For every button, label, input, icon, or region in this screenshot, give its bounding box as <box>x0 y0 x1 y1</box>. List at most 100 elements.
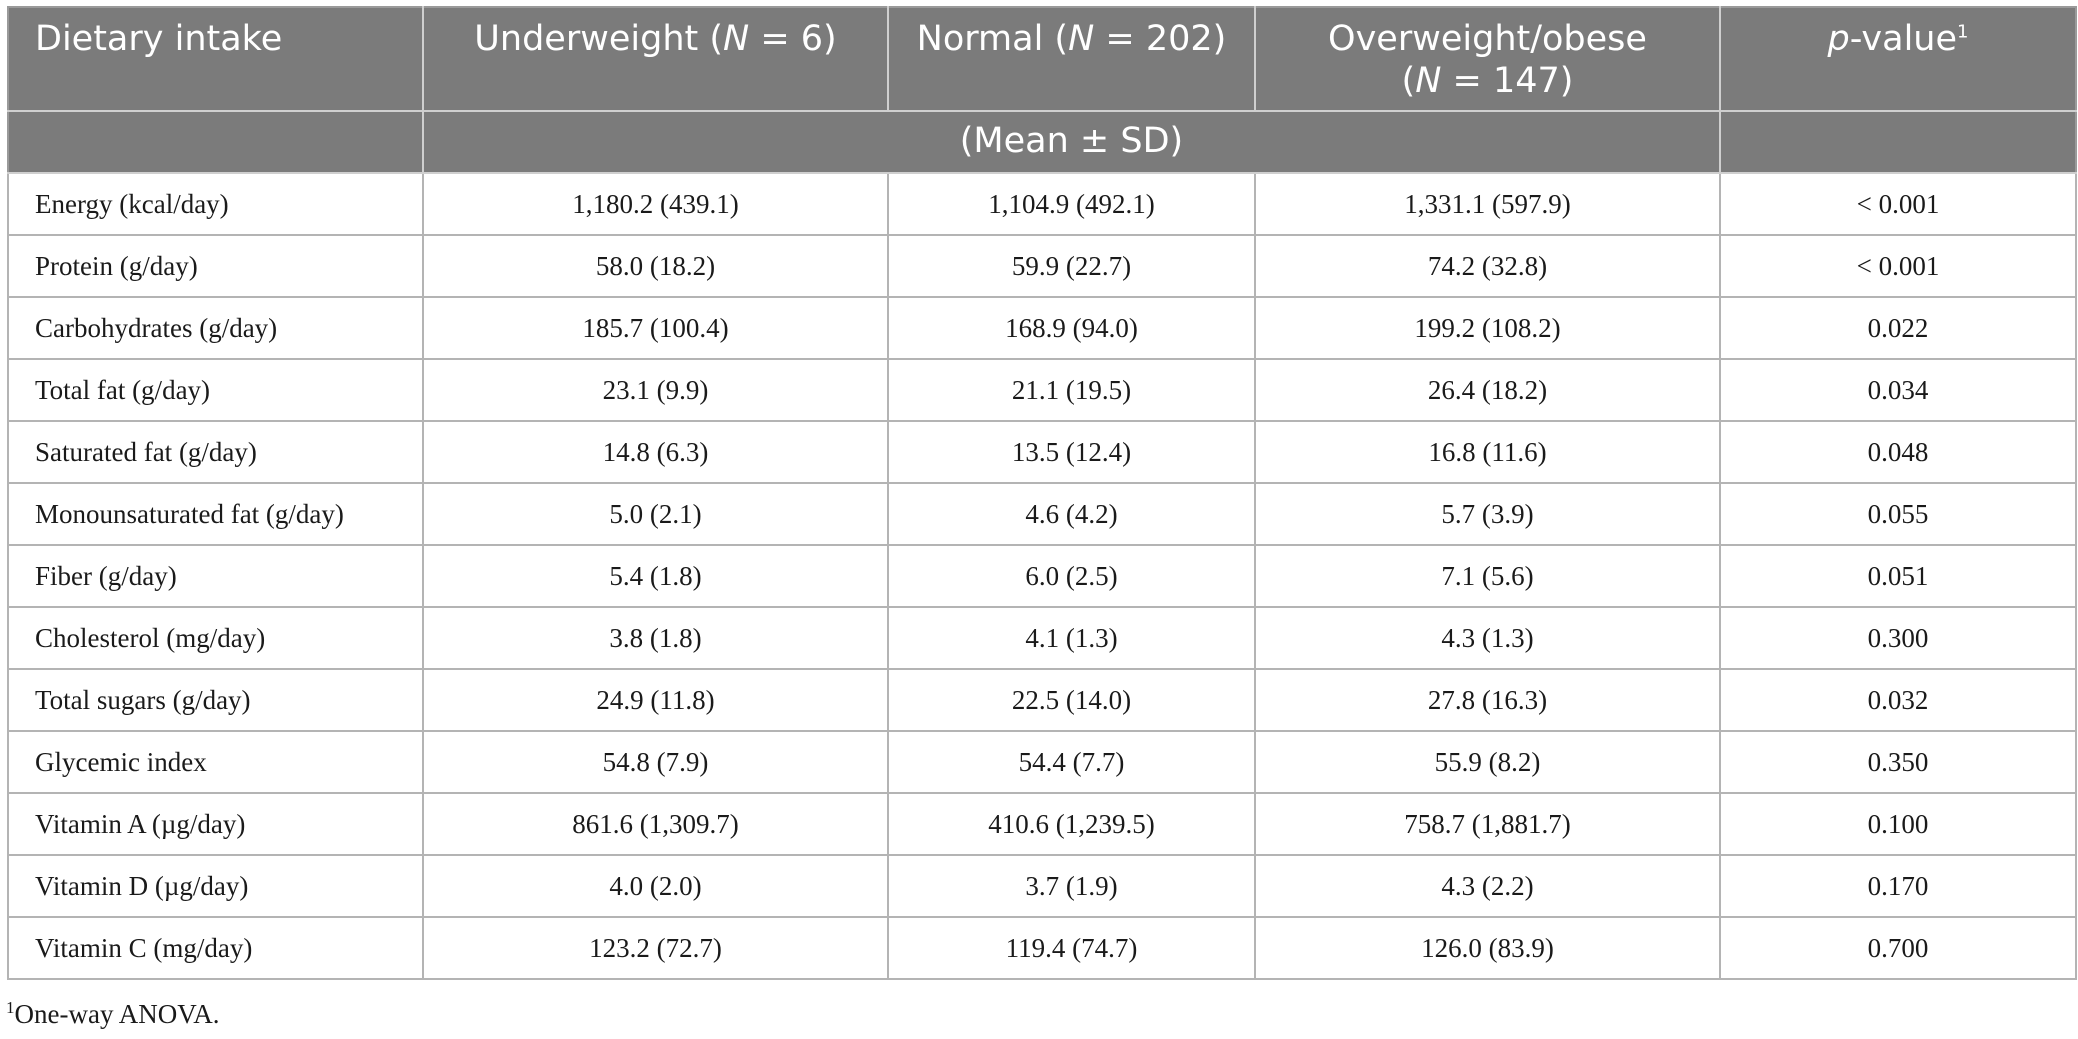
cell-p-value: < 0.001 <box>1719 234 2077 298</box>
cell-normal: 119.4 (74.7) <box>887 916 1256 980</box>
cell-normal: 4.6 (4.2) <box>887 482 1256 546</box>
cell-overweight: 74.2 (32.8) <box>1254 234 1721 298</box>
header-footnote-mark: 1 <box>1957 21 1969 43</box>
cell-p-value: 0.051 <box>1719 544 2077 608</box>
cell-underweight: 5.4 (1.8) <box>422 544 889 608</box>
cell-normal: 4.1 (1.3) <box>887 606 1256 670</box>
table-row: Protein (g/day) 58.0 (18.2) 59.9 (22.7) 74.… <box>7 234 2077 298</box>
cell-underweight: 58.0 (18.2) <box>422 234 889 298</box>
header-normal-n: N <box>1068 19 1095 59</box>
cell-overweight: 7.1 (5.6) <box>1254 544 1721 608</box>
header-p-value: p-value1 <box>1719 6 2077 112</box>
cell-underweight: 1,180.2 (439.1) <box>422 172 889 236</box>
cell-overweight: 4.3 (1.3) <box>1254 606 1721 670</box>
cell-normal: 1,104.9 (492.1) <box>887 172 1256 236</box>
subheader-empty-right <box>1719 110 2077 174</box>
subheader-empty-left <box>7 110 424 174</box>
cell-dietary-intake: Total sugars (g/day) <box>7 668 424 732</box>
cell-p-value: 0.022 <box>1719 296 2077 360</box>
header-normal-count: = 202) <box>1094 19 1227 59</box>
cell-overweight: 126.0 (83.9) <box>1254 916 1721 980</box>
cell-dietary-intake: Glycemic index <box>7 730 424 794</box>
dietary-intake-table: Dietary intake Underweight (N = 6) Norma… <box>7 6 2077 980</box>
header-underweight-n: N <box>723 19 750 59</box>
cell-p-value: 0.170 <box>1719 854 2077 918</box>
cell-normal: 54.4 (7.7) <box>887 730 1256 794</box>
table-row: Vitamin A (µg/day) 861.6 (1,309.7) 410.6 (… <box>7 792 2077 856</box>
header-overweight: Overweight/obese (N = 147) <box>1254 6 1721 112</box>
table-row: Cholesterol (mg/day) 3.8 (1.8) 4.1 (1.3) 4.… <box>7 606 2077 670</box>
cell-underweight: 5.0 (2.1) <box>422 482 889 546</box>
subheader-mean-sd: (Mean ± SD) <box>422 110 1721 174</box>
cell-dietary-intake: Monounsaturated fat (g/day) <box>7 482 424 546</box>
cell-p-value: 0.048 <box>1719 420 2077 484</box>
table-row: Total fat (g/day) 23.1 (9.9) 21.1 (19.5) 26… <box>7 358 2077 422</box>
cell-p-value: 0.700 <box>1719 916 2077 980</box>
header-underweight-count: = 6) <box>749 19 837 59</box>
cell-p-value: 0.055 <box>1719 482 2077 546</box>
header-underweight: Underweight (N = 6) <box>422 6 889 112</box>
cell-overweight: 1,331.1 (597.9) <box>1254 172 1721 236</box>
cell-normal: 3.7 (1.9) <box>887 854 1256 918</box>
cell-underweight: 185.7 (100.4) <box>422 296 889 360</box>
header-p-rest: -value <box>1849 19 1958 59</box>
table-row: Fiber (g/day) 5.4 (1.8) 6.0 (2.5) 7.1 (5.6)… <box>7 544 2077 608</box>
cell-underweight: 24.9 (11.8) <box>422 668 889 732</box>
cell-underweight: 14.8 (6.3) <box>422 420 889 484</box>
cell-overweight: 26.4 (18.2) <box>1254 358 1721 422</box>
cell-normal: 59.9 (22.7) <box>887 234 1256 298</box>
cell-normal: 13.5 (12.4) <box>887 420 1256 484</box>
cell-normal: 410.6 (1,239.5) <box>887 792 1256 856</box>
cell-underweight: 4.0 (2.0) <box>422 854 889 918</box>
header-dietary-intake-text: Dietary intake <box>35 19 283 59</box>
cell-overweight: 199.2 (108.2) <box>1254 296 1721 360</box>
footnote-text: One-way ANOVA. <box>14 999 220 1029</box>
cell-overweight: 758.7 (1,881.7) <box>1254 792 1721 856</box>
cell-normal: 22.5 (14.0) <box>887 668 1256 732</box>
cell-p-value: 0.300 <box>1719 606 2077 670</box>
footnote-mark: 1 <box>6 998 15 1017</box>
cell-p-value: 0.350 <box>1719 730 2077 794</box>
cell-dietary-intake: Cholesterol (mg/day) <box>7 606 424 670</box>
header-row: Dietary intake Underweight (N = 6) Norma… <box>7 6 2077 112</box>
cell-dietary-intake: Vitamin C (mg/day) <box>7 916 424 980</box>
cell-overweight: 5.7 (3.9) <box>1254 482 1721 546</box>
cell-dietary-intake: Carbohydrates (g/day) <box>7 296 424 360</box>
header-p-letter: p <box>1827 19 1850 59</box>
subheader-row: (Mean ± SD) <box>7 110 2077 174</box>
cell-underweight: 23.1 (9.9) <box>422 358 889 422</box>
table-container: Dietary intake Underweight (N = 6) Norma… <box>7 6 2077 980</box>
cell-p-value: < 0.001 <box>1719 172 2077 236</box>
header-normal: Normal (N = 202) <box>887 6 1256 112</box>
cell-dietary-intake: Energy (kcal/day) <box>7 172 424 236</box>
table-row: Saturated fat (g/day) 14.8 (6.3) 13.5 (12.… <box>7 420 2077 484</box>
table-row: Vitamin C (mg/day) 123.2 (72.7) 119.4 (74.… <box>7 916 2077 980</box>
header-overweight-n: N <box>1415 61 1442 101</box>
cell-underweight: 123.2 (72.7) <box>422 916 889 980</box>
cell-p-value: 0.100 <box>1719 792 2077 856</box>
cell-dietary-intake: Fiber (g/day) <box>7 544 424 608</box>
cell-overweight: 27.8 (16.3) <box>1254 668 1721 732</box>
table-row: Carbohydrates (g/day) 185.7 (100.4) 168.9 … <box>7 296 2077 360</box>
header-overweight-count: = 147) <box>1441 61 1574 101</box>
table-row: Monounsaturated fat (g/day) 5.0 (2.1) 4.6 … <box>7 482 2077 546</box>
table-row: Energy (kcal/day) 1,180.2 (439.1) 1,104.9 … <box>7 172 2077 236</box>
cell-normal: 6.0 (2.5) <box>887 544 1256 608</box>
cell-underweight: 54.8 (7.9) <box>422 730 889 794</box>
cell-overweight: 16.8 (11.6) <box>1254 420 1721 484</box>
cell-underweight: 861.6 (1,309.7) <box>422 792 889 856</box>
table-row: Vitamin D (µg/day) 4.0 (2.0) 3.7 (1.9) 4.3 … <box>7 854 2077 918</box>
cell-dietary-intake: Protein (g/day) <box>7 234 424 298</box>
header-normal-label: Normal ( <box>916 19 1069 59</box>
table-row: Glycemic index 54.8 (7.9) 54.4 (7.7) 55.9 (… <box>7 730 2077 794</box>
table-body: Energy (kcal/day) 1,180.2 (439.1) 1,104.9 … <box>7 172 2077 980</box>
table-footnote: 1One-way ANOVA. <box>6 999 219 1030</box>
cell-p-value: 0.034 <box>1719 358 2077 422</box>
cell-p-value: 0.032 <box>1719 668 2077 732</box>
cell-dietary-intake: Vitamin A (µg/day) <box>7 792 424 856</box>
header-dietary-intake: Dietary intake <box>7 6 424 112</box>
cell-underweight: 3.8 (1.8) <box>422 606 889 670</box>
header-overweight-open: ( <box>1401 61 1416 101</box>
cell-overweight: 4.3 (2.2) <box>1254 854 1721 918</box>
cell-normal: 168.9 (94.0) <box>887 296 1256 360</box>
